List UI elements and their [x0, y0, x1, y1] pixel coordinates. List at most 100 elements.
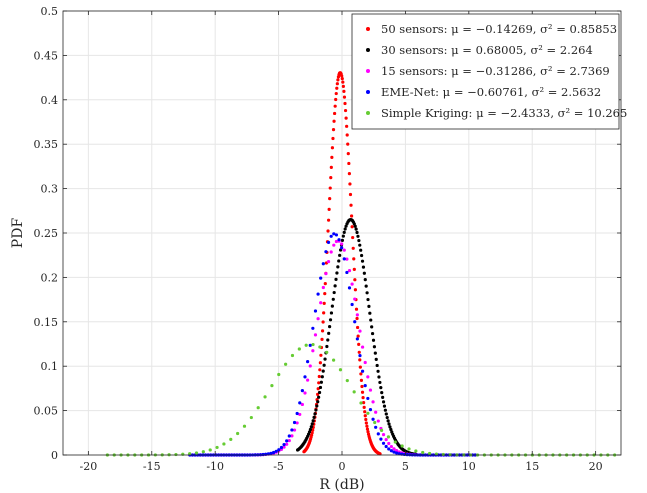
data-point: [387, 422, 391, 426]
data-point: [352, 257, 356, 261]
data-point: [351, 235, 355, 240]
data-point: [364, 284, 368, 288]
data-point: [340, 242, 344, 246]
data-point: [353, 224, 357, 228]
y-tick-label: 0: [51, 449, 58, 462]
data-point: [300, 402, 304, 407]
data-point: [371, 400, 375, 404]
data-point: [386, 435, 391, 439]
data-point: [319, 380, 323, 384]
x-tick-label: -10: [206, 460, 224, 473]
data-point: [282, 443, 286, 447]
data-point: [349, 203, 353, 207]
data-point: [297, 347, 301, 351]
x-tick-label: 20: [589, 460, 603, 473]
data-point: [361, 396, 365, 400]
data-point: [295, 411, 299, 416]
data-point: [358, 353, 362, 358]
data-point: [321, 285, 325, 290]
data-point: [373, 420, 377, 425]
data-point: [329, 311, 334, 315]
data-point: [365, 291, 369, 295]
data-point: [345, 257, 349, 261]
data-point: [407, 447, 411, 451]
series-3: [188, 232, 477, 457]
data-point: [384, 444, 388, 449]
data-point: [384, 437, 388, 442]
data-point: [319, 301, 323, 305]
data-point: [341, 234, 345, 238]
data-point: [318, 368, 322, 372]
data-point: [334, 239, 339, 244]
data-point: [331, 128, 336, 132]
y-tick-label: 0.5: [41, 5, 59, 18]
data-point: [332, 290, 336, 295]
data-point: [327, 207, 331, 211]
data-point: [355, 313, 359, 317]
data-point: [290, 434, 294, 438]
data-point: [271, 450, 276, 455]
data-point: [369, 318, 373, 322]
data-point: [336, 265, 340, 269]
data-point: [311, 349, 315, 353]
series-2: [188, 239, 477, 457]
data-point: [421, 450, 425, 455]
data-point: [364, 421, 368, 425]
data-point: [388, 425, 392, 429]
data-point: [357, 342, 361, 346]
data-point: [378, 380, 382, 385]
data-point: [256, 406, 260, 410]
data-point: [333, 284, 337, 288]
data-point: [215, 445, 219, 450]
data-point: [328, 318, 333, 322]
data-point: [242, 424, 247, 428]
data-point: [174, 452, 178, 457]
data-point: [368, 311, 372, 315]
data-point: [346, 152, 350, 156]
data-point: [317, 390, 322, 395]
data-point: [355, 230, 359, 235]
data-point: [441, 452, 445, 457]
data-point: [332, 243, 336, 247]
x-tick-label: 15: [525, 460, 539, 473]
data-point: [326, 218, 331, 222]
data-point: [387, 441, 391, 446]
data-point: [358, 329, 362, 333]
data-point: [343, 101, 347, 106]
data-point: [311, 342, 315, 347]
data-point: [236, 431, 240, 436]
data-point: [347, 286, 352, 290]
data-point: [345, 270, 349, 275]
data-point: [295, 421, 299, 425]
data-point: [350, 302, 354, 307]
data-point: [376, 432, 380, 436]
data-point: [306, 378, 310, 382]
data-point: [374, 357, 378, 361]
data-point: [371, 338, 376, 342]
data-point: [374, 425, 378, 429]
data-point: [368, 388, 373, 392]
data-point: [331, 297, 335, 301]
data-point: [318, 361, 322, 365]
data-point: [285, 439, 289, 443]
data-point: [323, 282, 327, 286]
data-point: [290, 353, 295, 358]
data-point: [360, 390, 365, 394]
legend-marker: [366, 111, 370, 115]
data-point: [353, 288, 358, 292]
data-point: [323, 292, 327, 296]
data-point: [350, 225, 354, 229]
data-point: [363, 414, 367, 418]
data-point: [313, 309, 318, 313]
data-point: [325, 350, 329, 354]
data-point: [362, 271, 366, 275]
data-point: [287, 438, 291, 443]
data-point: [277, 448, 281, 452]
data-point: [331, 136, 335, 141]
data-point: [355, 337, 359, 341]
data-point: [330, 304, 334, 308]
data-point: [229, 437, 233, 441]
data-point: [350, 282, 354, 286]
data-point: [341, 80, 345, 84]
